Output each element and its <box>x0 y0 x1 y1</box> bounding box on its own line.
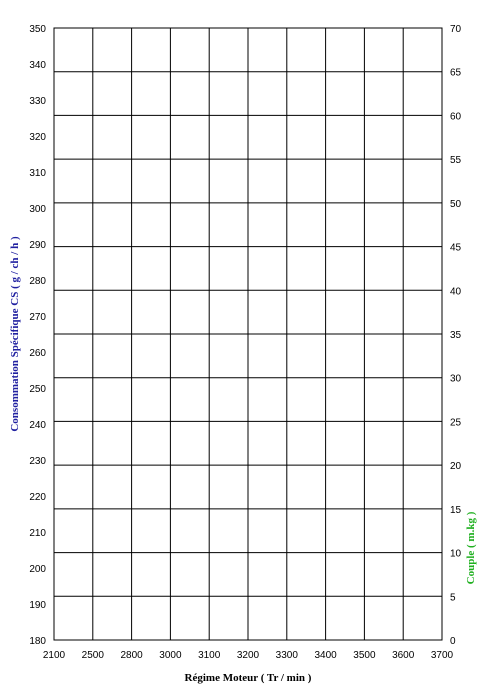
left-y-tick-label: 210 <box>29 528 46 539</box>
x-tick-label: 2500 <box>82 650 105 661</box>
x-tick-label: 3500 <box>353 650 376 661</box>
left-y-tick-label: 250 <box>29 384 46 395</box>
right-y-tick-label: 55 <box>450 155 462 166</box>
left-y-tick-label: 330 <box>29 96 46 107</box>
x-axis-title: Régime Moteur ( Tr / min ) <box>185 672 312 684</box>
left-y-tick-label: 190 <box>29 600 46 611</box>
left-y-tick-label: 340 <box>29 60 46 71</box>
x-tick-label: 3700 <box>431 650 454 661</box>
left-y-tick-label: 300 <box>29 204 46 215</box>
right-y-tick-label: 65 <box>450 68 462 79</box>
right-y-tick-label: 15 <box>450 505 462 516</box>
right-y-tick-label: 30 <box>450 374 462 385</box>
left-y-tick-label: 240 <box>29 420 46 431</box>
left-y-tick-label: 310 <box>29 168 46 179</box>
right-y-tick-label: 0 <box>450 636 456 647</box>
x-tick-label: 3300 <box>276 650 299 661</box>
x-tick-label: 3000 <box>159 650 182 661</box>
right-y-tick-label: 35 <box>450 330 462 341</box>
right-y-axis-title: Couple ( m.kg ) <box>465 511 477 584</box>
right-y-tick-label: 25 <box>450 417 462 428</box>
right-y-tick-label: 10 <box>450 549 462 560</box>
left-y-tick-label: 290 <box>29 240 46 251</box>
left-y-tick-label: 180 <box>29 636 46 647</box>
right-y-tick-label: 60 <box>450 111 462 122</box>
right-y-tick-label: 50 <box>450 199 462 210</box>
right-y-tick-label: 70 <box>450 24 462 35</box>
x-tick-label: 2100 <box>43 650 66 661</box>
right-y-tick-labels: 0 5 10 15 20 25 30 35 40 45 50 55 60 65 70 <box>450 24 462 647</box>
left-y-axis-title: Consommation Spécifique CS ( g / ch / h … <box>9 236 21 432</box>
left-y-tick-label: 280 <box>29 276 46 287</box>
left-y-tick-label: 230 <box>29 456 46 467</box>
left-y-tick-labels: 180 190 200 210 220 230 240 250 260 270 280 290 300 3… <box>29 24 46 647</box>
y-gridlines <box>54 71 442 597</box>
left-y-tick-label: 260 <box>29 348 46 359</box>
left-y-tick-label: 270 <box>29 312 46 323</box>
left-y-tick-label: 320 <box>29 132 46 143</box>
left-y-tick-label: 220 <box>29 492 46 503</box>
x-tick-label: 3200 <box>237 650 260 661</box>
x-tick-label: 3400 <box>314 650 337 661</box>
right-y-tick-label: 5 <box>450 592 456 603</box>
right-y-tick-label: 20 <box>450 461 462 472</box>
x-tick-label: 3600 <box>392 650 415 661</box>
left-y-tick-label: 350 <box>29 24 46 35</box>
right-y-tick-label: 40 <box>450 286 462 297</box>
right-y-tick-label: 45 <box>450 243 462 254</box>
x-tick-labels: 2100 2500 2800 3000 3100 3200 3300 3400 3500 3600… <box>43 650 454 661</box>
left-y-tick-label: 200 <box>29 564 46 575</box>
x-tick-label: 3100 <box>198 650 221 661</box>
x-tick-label: 2800 <box>120 650 143 661</box>
